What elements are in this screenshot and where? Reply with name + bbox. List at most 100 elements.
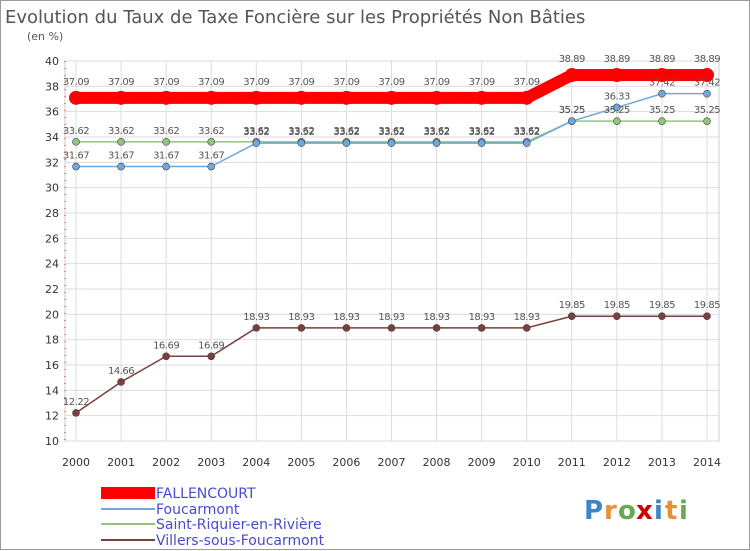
x-tick-label: 2013 bbox=[648, 456, 676, 469]
logo-letter: i bbox=[654, 496, 663, 526]
data-point bbox=[519, 90, 534, 105]
x-tick-label: 2010 bbox=[513, 456, 541, 469]
logo-letter: r bbox=[604, 496, 617, 526]
y-tick-label: 20 bbox=[45, 308, 59, 321]
data-label: 37.09 bbox=[153, 77, 179, 88]
data-point bbox=[294, 90, 309, 105]
y-tick-label: 12 bbox=[45, 410, 59, 423]
data-label: 33.62 bbox=[378, 126, 404, 137]
data-point bbox=[522, 324, 531, 332]
data-label: 18.93 bbox=[378, 312, 404, 323]
y-tick-label: 28 bbox=[45, 207, 59, 220]
data-point bbox=[162, 162, 170, 171]
data-label: 33.52 bbox=[288, 127, 314, 138]
data-point bbox=[72, 162, 80, 171]
legend-label: Villers-sous-Foucarmont bbox=[156, 533, 325, 549]
data-label: 18.93 bbox=[514, 312, 540, 323]
data-label: 19.85 bbox=[559, 300, 585, 311]
x-tick-label: 2014 bbox=[693, 456, 721, 469]
data-label: 33.62 bbox=[63, 126, 89, 137]
data-label: 37.09 bbox=[469, 77, 495, 88]
data-label: 33.62 bbox=[514, 126, 540, 137]
y-tick-label: 14 bbox=[45, 384, 59, 397]
data-point bbox=[297, 139, 306, 147]
data-point bbox=[703, 89, 711, 98]
data-label: 37.09 bbox=[333, 77, 359, 88]
data-label: 16.69 bbox=[153, 340, 179, 351]
data-point bbox=[342, 324, 351, 332]
y-tick-label: 32 bbox=[45, 156, 59, 169]
legend: FALLENCOURTFoucarmontSaint-Riquier-en-Ri… bbox=[101, 486, 325, 549]
legend-label: Saint-Riquier-en-Rivière bbox=[156, 517, 322, 533]
data-label: 38.89 bbox=[604, 54, 630, 65]
data-label: 33.62 bbox=[153, 126, 179, 137]
data-point bbox=[384, 90, 399, 105]
data-label: 18.93 bbox=[469, 312, 495, 323]
y-tick-label: 22 bbox=[45, 283, 59, 296]
data-point bbox=[387, 324, 396, 332]
y-tick-label: 34 bbox=[45, 131, 59, 144]
data-label: 37.09 bbox=[424, 77, 450, 88]
logo-letter: P bbox=[584, 496, 603, 526]
data-label: 37.09 bbox=[63, 77, 89, 88]
data-label: 33.62 bbox=[108, 126, 134, 137]
data-label: 37.09 bbox=[108, 77, 134, 88]
data-point bbox=[207, 162, 216, 171]
y-tick-label: 30 bbox=[45, 182, 59, 195]
data-point bbox=[204, 90, 219, 105]
grid-lines bbox=[64, 60, 719, 442]
data-point bbox=[117, 138, 125, 146]
data-label: 19.85 bbox=[604, 300, 630, 311]
data-label: 37.09 bbox=[243, 77, 269, 88]
data-label: 33.62 bbox=[424, 126, 450, 137]
data-label: 31.67 bbox=[153, 151, 179, 162]
series-0 bbox=[69, 68, 714, 105]
data-label: 33.52 bbox=[243, 127, 269, 138]
data-point bbox=[297, 324, 306, 332]
y-tick-label: 18 bbox=[45, 334, 59, 347]
data-point bbox=[613, 103, 621, 112]
data-point bbox=[658, 117, 666, 125]
data-point bbox=[159, 90, 174, 105]
data-label: 19.85 bbox=[694, 300, 720, 311]
y-tick-label: 10 bbox=[45, 435, 59, 448]
data-label: 35.25 bbox=[649, 105, 675, 116]
x-tick-label: 2007 bbox=[378, 456, 406, 469]
data-point bbox=[207, 138, 216, 146]
data-point bbox=[207, 352, 216, 361]
data-point bbox=[72, 138, 80, 146]
data-label: 35.25 bbox=[559, 105, 585, 116]
data-point bbox=[387, 139, 396, 147]
data-label: 37.09 bbox=[378, 77, 404, 88]
chart-title: Evolution du Taux de Taxe Foncière sur l… bbox=[5, 7, 585, 28]
x-tick-label: 2002 bbox=[152, 456, 180, 469]
data-label: 38.89 bbox=[694, 54, 720, 65]
x-axis-ticks: 2000 2001 2002 2003 2004 2005 2006 2007 2008 2009… bbox=[62, 456, 721, 469]
y-tick-label: 24 bbox=[45, 258, 59, 271]
data-label: 33.62 bbox=[333, 126, 359, 137]
data-label: 33.62 bbox=[288, 126, 314, 137]
data-point bbox=[72, 409, 80, 417]
data-point bbox=[117, 162, 125, 171]
data-label: 37.42 bbox=[694, 78, 720, 89]
x-tick-label: 2001 bbox=[107, 456, 135, 469]
y-tick-label: 40 bbox=[45, 55, 59, 68]
data-point bbox=[609, 68, 624, 83]
data-point bbox=[522, 139, 531, 147]
data-point bbox=[252, 324, 261, 332]
data-point bbox=[700, 68, 714, 83]
x-tick-label: 2011 bbox=[558, 456, 586, 469]
data-point bbox=[432, 324, 441, 332]
data-label: 31.67 bbox=[198, 151, 224, 162]
y-tick-label: 26 bbox=[45, 232, 59, 245]
data-label: 37.42 bbox=[649, 78, 675, 89]
data-point bbox=[477, 139, 486, 147]
data-point bbox=[567, 117, 576, 125]
data-label: 16.69 bbox=[198, 340, 224, 351]
data-label: 37.09 bbox=[198, 77, 224, 88]
legend-label: Foucarmont bbox=[156, 502, 240, 518]
data-point bbox=[567, 312, 576, 321]
